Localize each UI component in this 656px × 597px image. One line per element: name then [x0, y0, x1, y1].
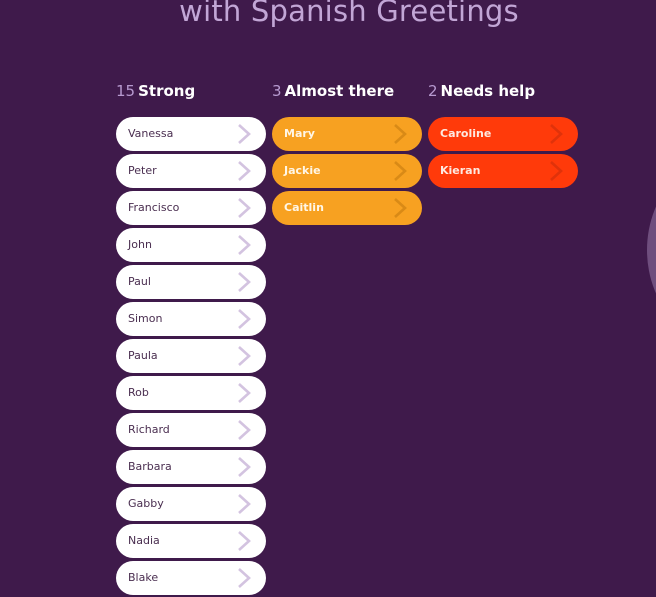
page-title: with Spanish Greetings — [179, 0, 519, 28]
column-header-strong: 15 Strong — [116, 80, 266, 102]
student-list-strong: Vanessa Peter Francisco John Paul Simon … — [116, 117, 266, 595]
chevron-right-icon — [548, 124, 564, 144]
student-row[interactable]: Nadia — [116, 524, 266, 558]
chevron-right-icon — [236, 494, 252, 514]
chevron-right-icon — [236, 309, 252, 329]
student-name: Caitlin — [284, 201, 324, 214]
chevron-right-icon — [236, 420, 252, 440]
student-name: Kieran — [440, 164, 481, 177]
student-name: Francisco — [128, 201, 180, 214]
student-name: Richard — [128, 423, 170, 436]
student-row[interactable]: Rob — [116, 376, 266, 410]
student-name: Mary — [284, 127, 315, 140]
student-list-almost-there: Mary Jackie Caitlin — [272, 117, 422, 225]
student-name: Caroline — [440, 127, 492, 140]
chevron-right-icon — [392, 198, 408, 218]
student-row[interactable]: Barbara — [116, 450, 266, 484]
student-row[interactable]: Richard — [116, 413, 266, 447]
chevron-right-icon — [236, 272, 252, 292]
chevron-right-icon — [392, 161, 408, 181]
decorative-circle — [647, 145, 656, 355]
student-row[interactable]: Peter — [116, 154, 266, 188]
student-row[interactable]: Paula — [116, 339, 266, 373]
student-list-needs-help: Caroline Kieran — [428, 117, 578, 188]
student-row[interactable]: Francisco — [116, 191, 266, 225]
chevron-right-icon — [236, 161, 252, 181]
column-header-needs-help: 2 Needs help — [428, 80, 578, 102]
student-row[interactable]: Caitlin — [272, 191, 422, 225]
column-almost-there: 3 Almost there Mary Jackie Caitlin — [272, 80, 422, 225]
student-name: Blake — [128, 571, 159, 584]
student-row[interactable]: John — [116, 228, 266, 262]
chevron-right-icon — [236, 235, 252, 255]
student-row[interactable]: Kieran — [428, 154, 578, 188]
student-name: Gabby — [128, 497, 164, 510]
student-name: Barbara — [128, 460, 172, 473]
chevron-right-icon — [548, 161, 564, 181]
chevron-right-icon — [392, 124, 408, 144]
student-name: Peter — [128, 164, 157, 177]
chevron-right-icon — [236, 457, 252, 477]
chevron-right-icon — [236, 346, 252, 366]
chevron-right-icon — [236, 383, 252, 403]
chevron-right-icon — [236, 531, 252, 551]
column-count: 15 — [116, 82, 136, 100]
column-label: Strong — [138, 82, 196, 100]
student-row[interactable]: Vanessa — [116, 117, 266, 151]
student-name: Paul — [128, 275, 151, 288]
column-needs-help: 2 Needs help Caroline Kieran — [428, 80, 578, 188]
chevron-right-icon — [236, 568, 252, 588]
student-row[interactable]: Blake — [116, 561, 266, 595]
student-row[interactable]: Paul — [116, 265, 266, 299]
student-row[interactable]: Jackie — [272, 154, 422, 188]
student-name: Paula — [128, 349, 158, 362]
column-header-almost-there: 3 Almost there — [272, 80, 422, 102]
student-name: Vanessa — [128, 127, 174, 140]
student-name: Nadia — [128, 534, 160, 547]
student-row[interactable]: Mary — [272, 117, 422, 151]
student-row[interactable]: Gabby — [116, 487, 266, 521]
column-label: Needs help — [440, 82, 536, 100]
student-name: Jackie — [284, 164, 321, 177]
chevron-right-icon — [236, 198, 252, 218]
student-name: Rob — [128, 386, 149, 399]
student-name: Simon — [128, 312, 163, 325]
student-name: John — [128, 238, 152, 251]
column-count: 2 — [428, 82, 438, 100]
column-strong: 15 Strong Vanessa Peter Francisco John Pa… — [116, 80, 266, 595]
column-label: Almost there — [284, 82, 395, 100]
chevron-right-icon — [236, 124, 252, 144]
column-count: 3 — [272, 82, 282, 100]
student-row[interactable]: Caroline — [428, 117, 578, 151]
student-row[interactable]: Simon — [116, 302, 266, 336]
